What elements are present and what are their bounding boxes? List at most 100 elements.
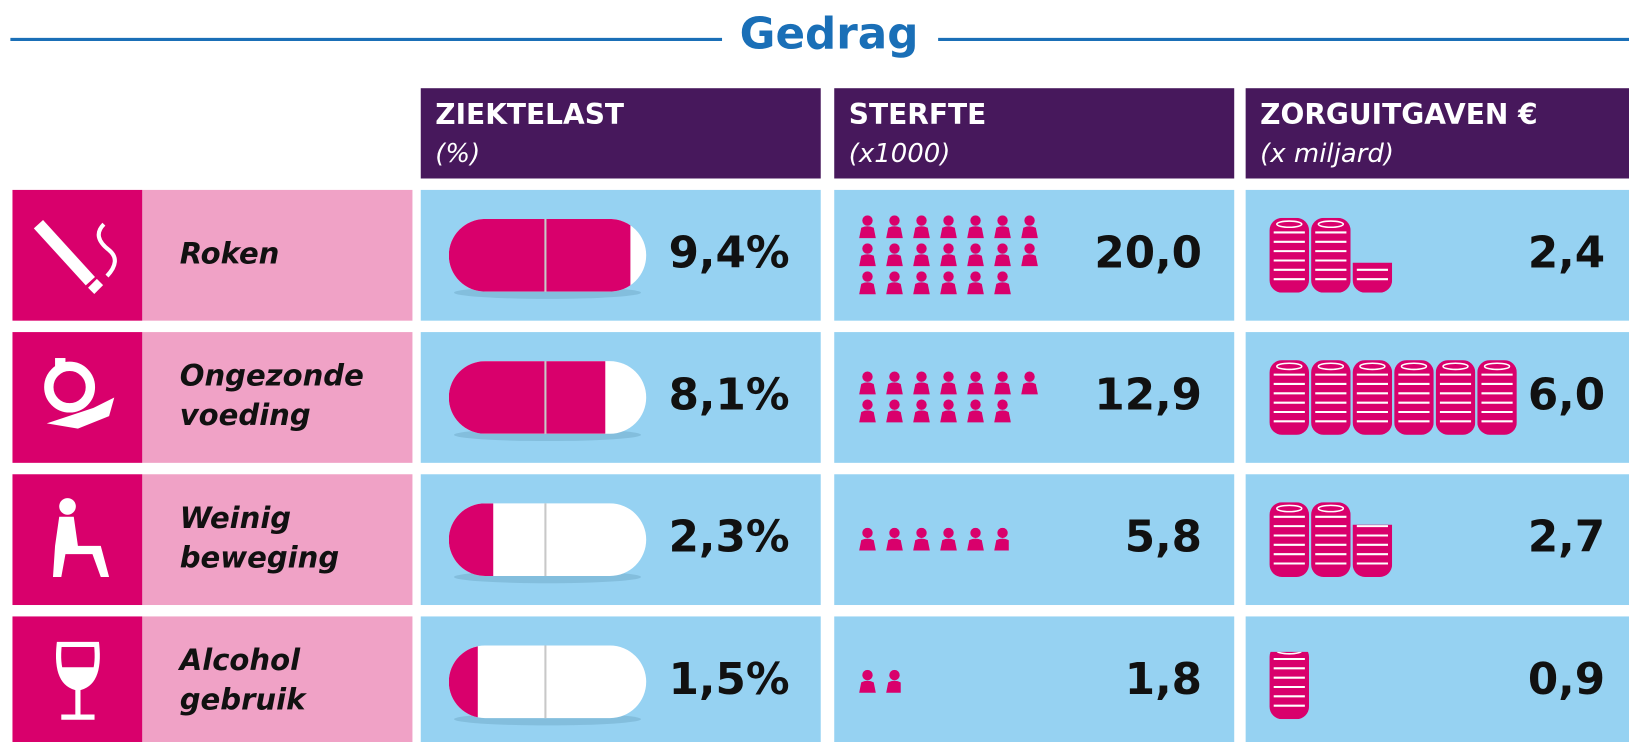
icon-bg bbox=[12, 190, 142, 321]
infographic: Gedrag ZIEKTELAST(%)STERFTE(x1000)ZORGUI… bbox=[0, 0, 1629, 742]
pill-body bbox=[449, 645, 646, 718]
title: Gedrag bbox=[740, 9, 919, 59]
person-body bbox=[994, 254, 1011, 266]
person-body bbox=[940, 410, 957, 422]
sterfte-value: 5,8 bbox=[1125, 513, 1202, 563]
person-head bbox=[943, 271, 953, 281]
person-body bbox=[886, 254, 903, 266]
pill-fill-clip bbox=[449, 219, 646, 292]
person-head bbox=[1024, 372, 1034, 382]
person-body bbox=[940, 282, 957, 294]
person-body bbox=[1021, 254, 1038, 266]
coin-stack bbox=[1311, 218, 1350, 293]
person-head bbox=[889, 243, 899, 253]
person-head bbox=[970, 243, 980, 253]
icon-part bbox=[92, 283, 98, 289]
coin-stack-inner bbox=[1477, 360, 1516, 435]
pill bbox=[449, 219, 646, 299]
person-body bbox=[886, 681, 903, 693]
coin-body bbox=[1270, 502, 1309, 577]
person-head bbox=[916, 528, 926, 538]
person-head bbox=[862, 372, 872, 382]
ziektelast-value: 1,5% bbox=[669, 655, 790, 705]
pill-fill bbox=[449, 219, 646, 292]
row-label: Alcohol bbox=[178, 643, 301, 677]
person-head bbox=[970, 215, 980, 225]
person-head bbox=[889, 215, 899, 225]
person-body bbox=[967, 382, 984, 394]
zorguitgaven-value: 0,9 bbox=[1528, 655, 1605, 705]
person-head bbox=[889, 670, 899, 680]
row-label: voeding bbox=[180, 398, 311, 432]
person-head bbox=[997, 372, 1007, 382]
person-body bbox=[940, 382, 957, 394]
column-header: ZORGUITGAVEN € bbox=[1260, 98, 1537, 131]
coin-body bbox=[1311, 502, 1350, 577]
ziektelast-value: 2,3% bbox=[669, 513, 790, 563]
pill bbox=[449, 361, 646, 441]
person-head bbox=[1024, 243, 1034, 253]
person-head bbox=[1024, 215, 1034, 225]
person-body bbox=[994, 410, 1011, 422]
pill bbox=[449, 645, 646, 725]
person-body bbox=[859, 539, 876, 551]
person-body bbox=[940, 539, 957, 551]
coin-stack-inner bbox=[1311, 502, 1350, 577]
coin-stack-inner bbox=[1311, 218, 1350, 293]
person-head bbox=[916, 243, 926, 253]
coin-stack-inner bbox=[1394, 360, 1433, 435]
person-body bbox=[859, 681, 876, 693]
person-head bbox=[997, 400, 1007, 410]
coin-stack bbox=[1270, 360, 1309, 435]
zorguitgaven-value: 2,7 bbox=[1528, 513, 1605, 563]
person-head bbox=[970, 528, 980, 538]
person-head bbox=[970, 400, 980, 410]
coin-stack-inner bbox=[1311, 360, 1350, 435]
coin-stack bbox=[1270, 218, 1309, 293]
coin-stack bbox=[1311, 360, 1350, 435]
person-body bbox=[967, 282, 984, 294]
person-body bbox=[913, 410, 930, 422]
person-head bbox=[916, 372, 926, 382]
person-head bbox=[970, 372, 980, 382]
column-header: STERFTE bbox=[849, 98, 986, 131]
sterfte-value: 12,9 bbox=[1094, 370, 1202, 420]
coin-stack bbox=[1270, 644, 1309, 719]
coin-body bbox=[1311, 218, 1350, 293]
person-head bbox=[862, 271, 872, 281]
person-body bbox=[994, 226, 1011, 238]
column-unit: (x miljard) bbox=[1260, 139, 1394, 169]
row-label: Weinig bbox=[180, 501, 291, 535]
person-head bbox=[889, 271, 899, 281]
person-body bbox=[967, 539, 984, 551]
coin-stack-inner bbox=[1353, 360, 1392, 435]
person-head bbox=[889, 528, 899, 538]
person-body bbox=[886, 226, 903, 238]
person-head bbox=[862, 670, 872, 680]
coin-body bbox=[1270, 644, 1309, 719]
pill bbox=[449, 503, 646, 583]
person-head bbox=[943, 243, 953, 253]
sterfte-value: 20,0 bbox=[1094, 228, 1202, 278]
person-body bbox=[886, 382, 903, 394]
person-body bbox=[886, 410, 903, 422]
coin-stack bbox=[1394, 360, 1433, 435]
row-label: beweging bbox=[180, 540, 339, 574]
coin-body bbox=[1270, 360, 1309, 435]
coin-body bbox=[1477, 360, 1516, 435]
coin-body bbox=[1270, 218, 1309, 293]
person-head bbox=[997, 215, 1007, 225]
person-head bbox=[862, 528, 872, 538]
person-body bbox=[994, 282, 1011, 294]
person-body bbox=[940, 226, 957, 238]
person-body bbox=[859, 382, 876, 394]
person-head bbox=[943, 528, 953, 538]
coin-stack bbox=[1270, 502, 1309, 577]
coin-body bbox=[1353, 360, 1392, 435]
label-bg bbox=[142, 616, 412, 742]
person-head bbox=[889, 372, 899, 382]
person-head bbox=[997, 528, 1007, 538]
zorguitgaven-value: 2,4 bbox=[1528, 228, 1605, 278]
person-body bbox=[994, 539, 1011, 551]
person-body bbox=[913, 254, 930, 266]
